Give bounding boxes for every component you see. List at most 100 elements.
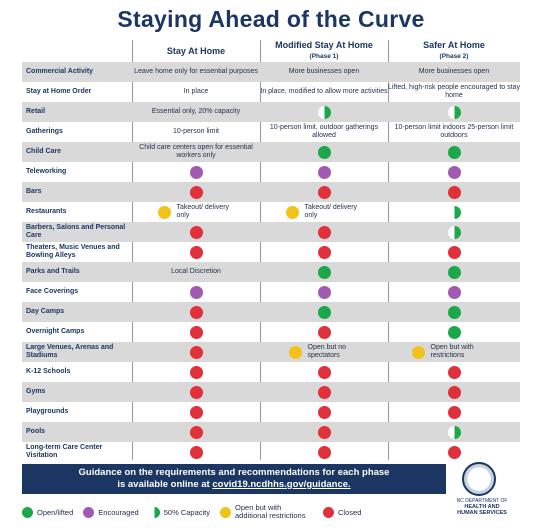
column-header-phase-1: Modified Stay At Home (Phase 1) <box>260 40 388 62</box>
cell-note: Open but with restrictions <box>430 344 474 359</box>
cell-phase-2: Open but with restrictions <box>388 342 520 362</box>
cell-phase-2 <box>388 202 520 222</box>
cell-phase-2 <box>388 302 520 322</box>
row-label: Stay at Home Order <box>26 88 92 95</box>
row-label: Teleworking <box>26 168 67 175</box>
yellow-dot-icon <box>157 205 171 219</box>
red-dot-icon <box>189 345 203 359</box>
row-label: Child Care <box>26 148 62 155</box>
department-line-3: HUMAN SERVICES <box>457 510 507 516</box>
cell-phase-2 <box>388 182 520 202</box>
legend-label: Closed <box>338 507 362 517</box>
red-dot-icon <box>317 325 331 339</box>
purple-dot-icon <box>189 285 203 299</box>
legend-item-capacity: 50% Capacity <box>148 506 210 518</box>
green-dot-icon <box>447 145 461 159</box>
purple-dot-icon <box>189 165 203 179</box>
cell-phase-1 <box>260 262 388 282</box>
table-row: Commercial Activity Leave home only for … <box>22 62 520 82</box>
column-header-phase-2: Safer At Home (Phase 2) <box>388 40 520 62</box>
cell-stay-at-home <box>132 442 260 462</box>
cell-phase-2 <box>388 322 520 342</box>
red-dot-icon <box>189 425 203 439</box>
cell-phase-1 <box>260 222 388 242</box>
green-dot-icon <box>22 506 33 518</box>
red-dot-icon <box>189 405 203 419</box>
cell-phase-2 <box>388 262 520 282</box>
table-row: K-12 Schools <box>22 362 520 382</box>
table-row: Barbers, Salons and Personal Care <box>22 222 520 242</box>
table-row: Day Camps <box>22 302 520 322</box>
cell-phase-1 <box>260 382 388 402</box>
department-line-2: HEALTH AND <box>464 504 500 510</box>
green-dot-icon <box>447 265 461 279</box>
cell-stay-at-home <box>132 322 260 342</box>
cell-stay-at-home <box>132 362 260 382</box>
cell-stay-at-home: Local Discretion <box>171 268 221 275</box>
purple-dot-icon <box>317 285 331 299</box>
cell-phase-2 <box>388 222 520 242</box>
cell-phase-2 <box>388 162 520 182</box>
half-green-dot-icon <box>447 425 461 439</box>
guidance-link[interactable]: covid19.ncdhhs.gov/guidance. <box>212 479 351 490</box>
red-dot-icon <box>447 405 461 419</box>
cell-stay-at-home: 10-person limit <box>173 128 219 135</box>
cell-phase-2: 10-person limit indoors 25-person limit … <box>394 124 514 139</box>
cell-stay-at-home <box>132 162 260 182</box>
cell-stay-at-home <box>132 402 260 422</box>
green-dot-icon <box>317 305 331 319</box>
table-row: Theaters, Music Venues and Bowling Alley… <box>22 242 520 262</box>
table-row: Long-term Care Center Visitation <box>22 442 520 462</box>
purple-dot-icon <box>447 165 461 179</box>
cell-phase-1: 10-person limit, outdoor gatherings allo… <box>269 124 379 139</box>
row-label: Bars <box>26 188 42 195</box>
purple-dot-icon <box>447 285 461 299</box>
row-label: Pools <box>26 428 46 435</box>
table-row: Overnight Camps <box>22 322 520 342</box>
guidance-banner: Guidance on the requirements and recomme… <box>22 464 446 494</box>
red-dot-icon <box>189 365 203 379</box>
column-divider <box>388 40 389 460</box>
table-row: Playgrounds <box>22 402 520 422</box>
green-dot-icon <box>447 325 461 339</box>
legend-item-restrictions: Open but with additional restrictions <box>220 504 313 520</box>
row-label: Retail <box>26 108 46 115</box>
table-row: Gatherings 10-person limit 10-person lim… <box>22 122 520 142</box>
row-label: Restaurants <box>26 208 67 215</box>
table-row: Child Care Child care centers open for e… <box>22 142 520 162</box>
cell-phase-2 <box>388 362 520 382</box>
table-row: Teleworking <box>22 162 520 182</box>
cell-phase-1 <box>260 162 388 182</box>
red-dot-icon <box>317 365 331 379</box>
table-row: Parks and Trails Local Discretion <box>22 262 520 282</box>
cell-stay-at-home <box>132 282 260 302</box>
cell-stay-at-home: Leave home only for essential purposes <box>134 68 258 75</box>
green-dot-icon <box>447 305 461 319</box>
red-dot-icon <box>447 185 461 199</box>
green-dot-icon <box>317 265 331 279</box>
cell-stay-at-home <box>132 182 260 202</box>
column-header-sub: (Phase 1) <box>309 53 339 60</box>
cell-phase-1 <box>260 302 388 322</box>
cell-phase-2 <box>388 422 520 442</box>
cell-phase-1 <box>260 362 388 382</box>
cell-phase-1: In place, modified to allow more activit… <box>260 88 388 95</box>
row-label: Overnight Camps <box>26 328 85 335</box>
cell-stay-at-home <box>132 342 260 362</box>
cell-stay-at-home <box>132 222 260 242</box>
cell-stay-at-home <box>132 422 260 442</box>
red-dot-icon <box>323 506 335 518</box>
row-label: Large Venues, Arenas and Stadiums <box>26 344 114 359</box>
yellow-dot-icon <box>285 205 299 219</box>
red-dot-icon <box>447 245 461 259</box>
red-dot-icon <box>317 445 331 459</box>
legend-label: Open/lifted <box>37 507 74 517</box>
cell-stay-at-home <box>132 302 260 322</box>
yellow-dot-icon <box>288 345 302 359</box>
column-divider <box>132 40 133 460</box>
cell-phase-1 <box>260 242 388 262</box>
column-divider <box>260 40 261 460</box>
green-dot-icon <box>317 145 331 159</box>
half-green-dot-icon <box>447 225 461 239</box>
